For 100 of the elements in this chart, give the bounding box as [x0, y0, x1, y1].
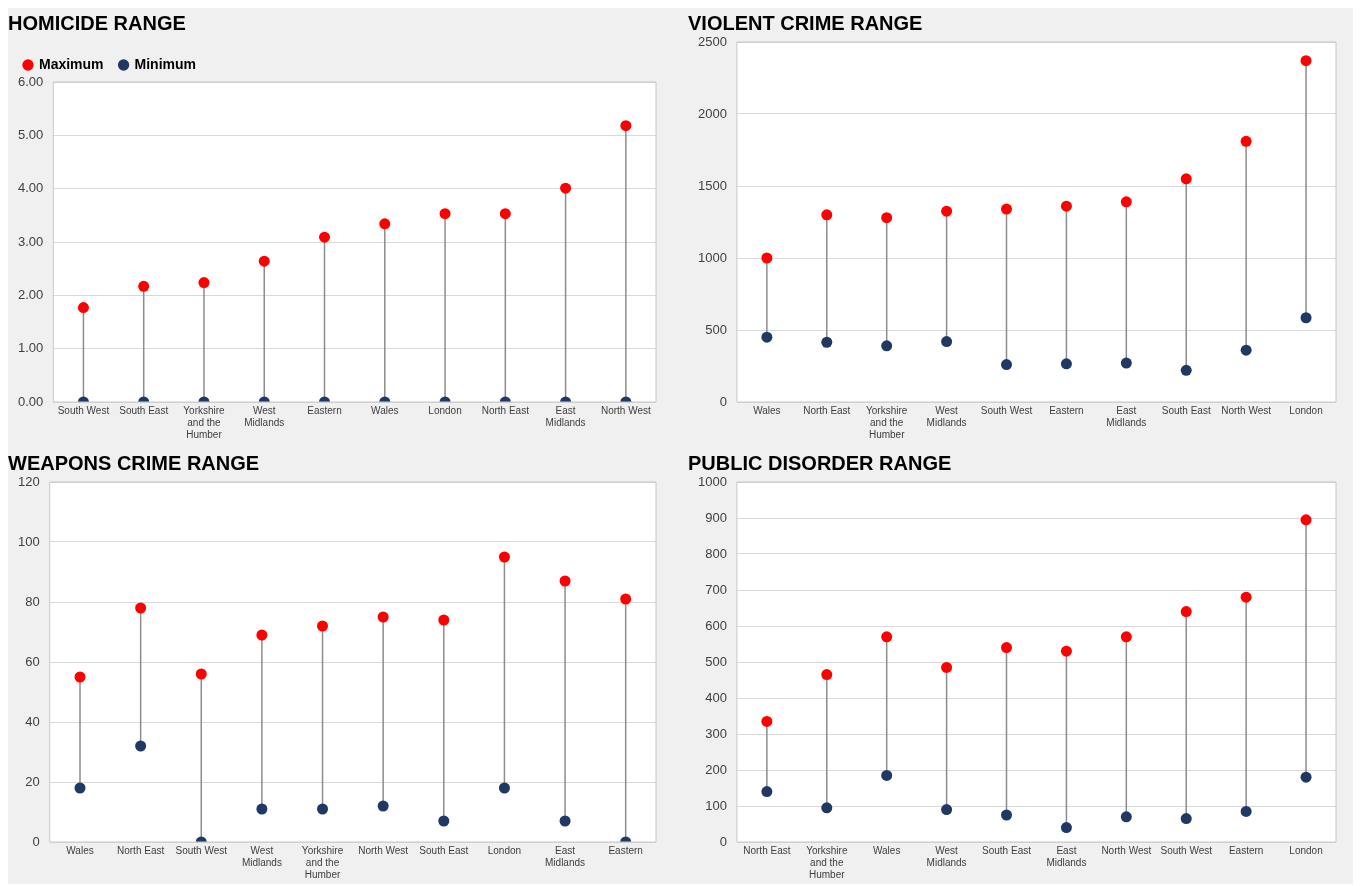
point — [1300, 55, 1312, 67]
y-tick-label: 2000 — [698, 105, 727, 121]
y-tick-label: 0 — [32, 833, 40, 849]
y-tick-label: 60 — [25, 653, 40, 669]
point — [1060, 822, 1072, 834]
x-tick-label: London — [1289, 844, 1323, 856]
point — [881, 212, 893, 224]
chart-title: PUBLIC DISORDER RANGE — [688, 451, 952, 474]
y-tick-label: 2500 — [698, 33, 727, 49]
point — [881, 631, 893, 643]
y-tick-label: 100 — [17, 533, 40, 549]
x-tick-label: Eastern — [608, 844, 643, 856]
y-tick-label: 20 — [25, 773, 40, 789]
x-tick-label: Eastern — [307, 404, 342, 416]
point — [821, 802, 833, 814]
y-tick-label: 800 — [705, 545, 727, 561]
point — [620, 593, 632, 605]
point — [1180, 364, 1192, 376]
y-tick-label: 0.00 — [17, 393, 44, 409]
point — [256, 803, 268, 815]
point — [135, 602, 147, 614]
chart-title: VIOLENT CRIME RANGE — [688, 11, 923, 34]
x-tick-label: North East — [481, 404, 530, 416]
point — [941, 661, 953, 673]
chart-title: WEAPONS CRIME RANGE — [8, 451, 260, 474]
x-tick-label: West Midlands — [926, 844, 967, 868]
y-tick-label: 0 — [719, 393, 727, 409]
point — [1300, 514, 1312, 526]
point — [317, 620, 329, 632]
point — [498, 782, 510, 794]
point — [1001, 359, 1013, 371]
x-tick-label: North East — [803, 404, 851, 416]
point — [1060, 200, 1072, 212]
x-tick-label: South West — [1160, 844, 1213, 856]
x-tick-label: South East — [119, 404, 169, 416]
point — [377, 611, 389, 623]
y-tick-label: 1000 — [698, 249, 727, 265]
legend-label: Maximum — [39, 55, 104, 72]
x-tick-label: Wales — [66, 844, 94, 856]
x-tick-label: South West — [57, 404, 110, 416]
x-tick-label: West Midlands — [244, 404, 285, 428]
point — [1240, 805, 1252, 817]
point — [1120, 811, 1132, 823]
x-tick-label: Wales — [872, 844, 901, 856]
point — [559, 815, 571, 827]
x-tick-label: North West — [358, 844, 409, 856]
y-tick-label: 5.00 — [17, 126, 44, 142]
y-tick-label: 0 — [719, 833, 727, 849]
y-tick-label: 500 — [705, 321, 727, 337]
y-tick-label: 1500 — [698, 177, 727, 193]
y-tick-label: 600 — [705, 617, 727, 633]
y-tick-label: 1000 — [698, 473, 727, 489]
point — [1180, 606, 1192, 618]
point — [198, 277, 210, 289]
x-tick-label: North West — [1101, 844, 1152, 856]
point — [821, 669, 833, 681]
y-tick-label: 500 — [705, 653, 727, 669]
point — [1300, 771, 1312, 783]
point — [1240, 135, 1252, 147]
point — [560, 182, 572, 194]
point — [1120, 196, 1132, 208]
y-tick-label: 40 — [25, 713, 40, 729]
x-tick-label: Yorkshire and the Humber — [183, 404, 226, 440]
point — [439, 208, 451, 220]
point — [881, 340, 893, 352]
point — [1001, 203, 1013, 215]
point — [379, 218, 391, 230]
x-tick-label: East Midlands — [545, 844, 586, 868]
point — [1060, 645, 1072, 657]
point — [941, 336, 953, 348]
point — [1180, 173, 1192, 185]
chart-title: HOMICIDE RANGE — [8, 11, 186, 34]
point — [1001, 809, 1013, 821]
point — [74, 782, 86, 794]
point — [941, 205, 953, 217]
x-tick-label: East Midlands — [1046, 844, 1087, 868]
x-tick-label: Yorkshire and the Humber — [806, 844, 848, 880]
legend-label: Minimum — [134, 55, 197, 72]
y-tick-label: 80 — [25, 593, 40, 609]
x-tick-label: Eastern — [1049, 404, 1084, 416]
point — [1240, 591, 1252, 603]
x-tick-label: East Midlands — [545, 404, 586, 428]
y-tick-label: 300 — [705, 725, 727, 741]
x-tick-label: North East — [743, 844, 791, 856]
point — [761, 786, 773, 798]
y-tick-label: 6.00 — [17, 73, 44, 89]
point — [498, 551, 510, 563]
y-tick-label: 700 — [705, 581, 727, 597]
x-tick-label: Eastern — [1228, 844, 1264, 856]
point — [1001, 642, 1013, 654]
y-tick-label: 400 — [705, 689, 727, 705]
point — [258, 255, 270, 267]
point — [881, 769, 893, 781]
y-tick-label: 200 — [705, 761, 727, 777]
x-tick-label: South West — [980, 404, 1033, 416]
x-tick-label: East Midlands — [1106, 404, 1147, 428]
point — [319, 231, 331, 243]
x-tick-label: West Midlands — [241, 844, 282, 868]
x-tick-label: London — [428, 404, 462, 416]
point — [761, 252, 773, 264]
